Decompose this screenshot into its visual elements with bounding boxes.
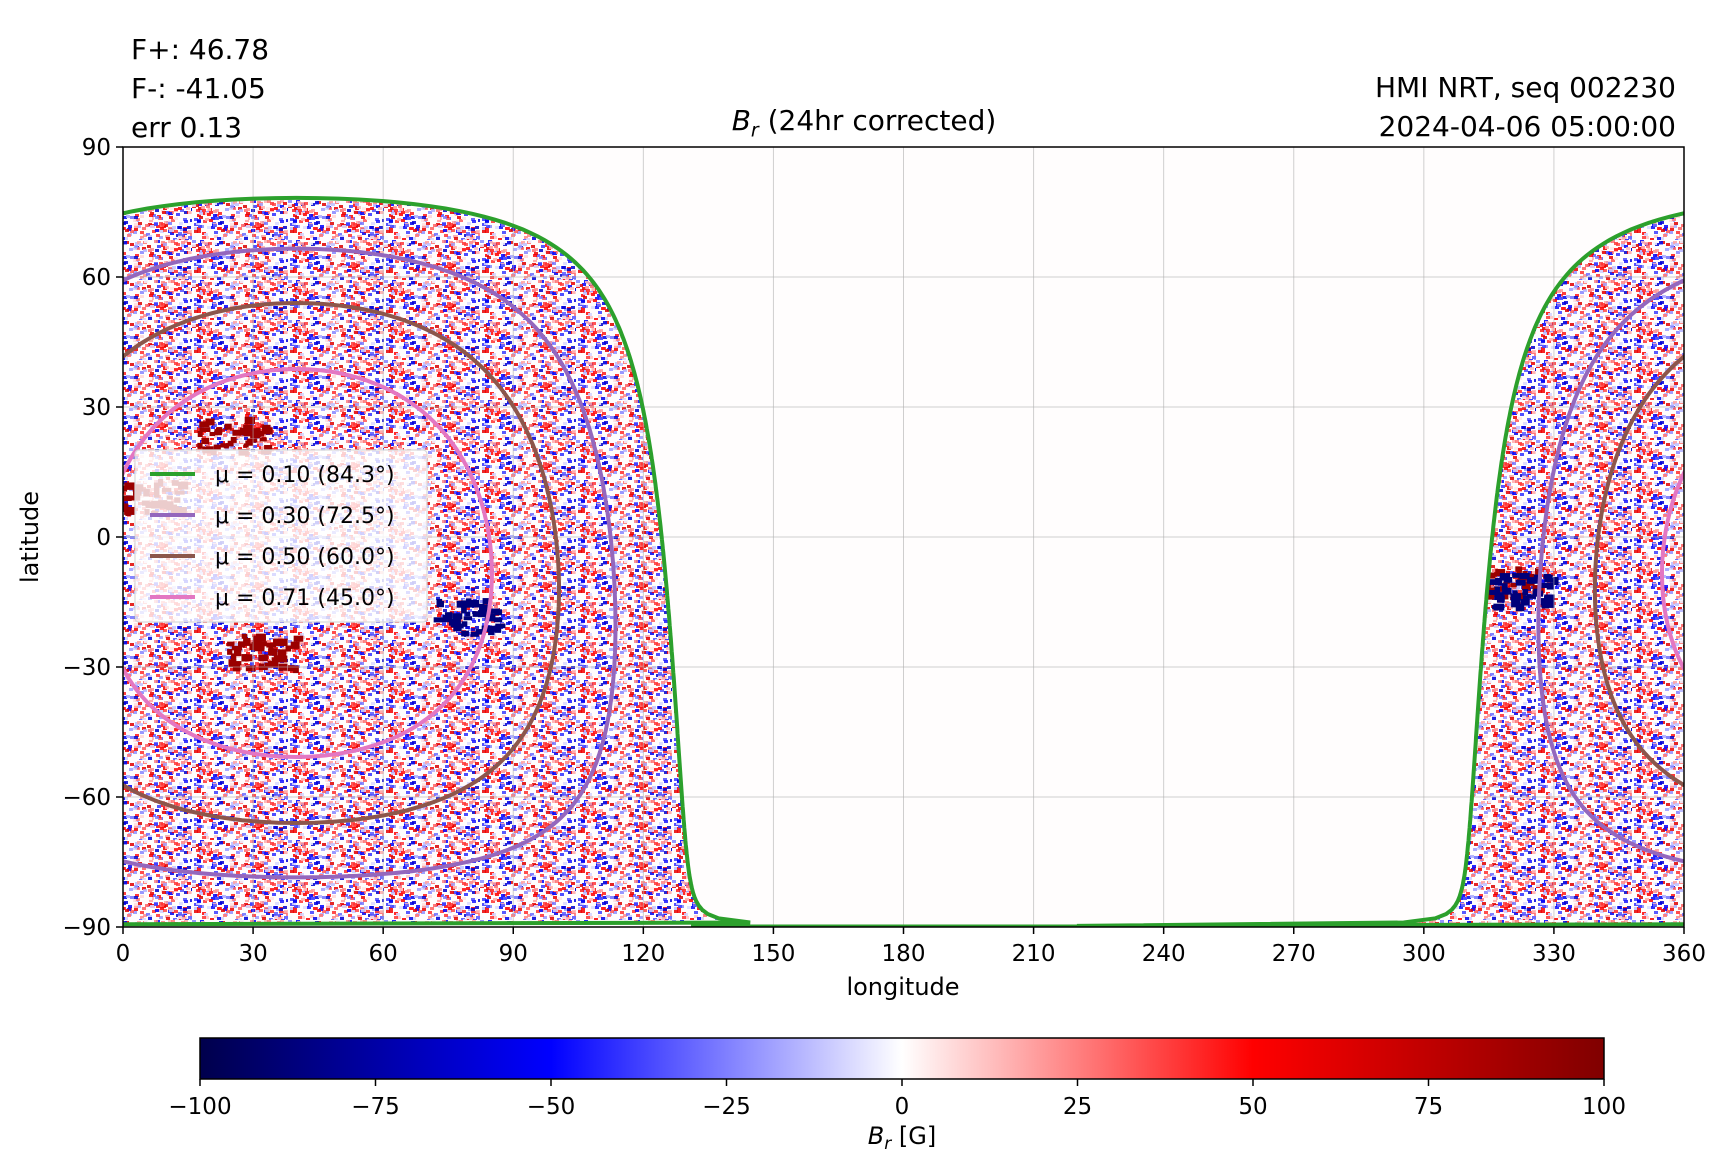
legend-label: μ = 0.10 (84.3°) bbox=[215, 463, 395, 488]
legend-label: μ = 0.50 (60.0°) bbox=[215, 545, 395, 570]
active-region bbox=[1486, 572, 1559, 612]
x-tick-label: 330 bbox=[1532, 941, 1576, 967]
chart-title: Br (24hr corrected) bbox=[0, 104, 1728, 142]
colorbar-tick-label: 50 bbox=[1238, 1094, 1267, 1120]
mu-contours bbox=[123, 195, 1684, 927]
colorbar-gradient bbox=[199, 1037, 1605, 1080]
mu-contour-2 bbox=[123, 300, 561, 826]
legend-box bbox=[134, 449, 428, 623]
flux-error: err 0.13 bbox=[131, 111, 243, 144]
y-tick-label: −60 bbox=[62, 785, 111, 811]
source-info: HMI NRT, seq 002230 2024-04-06 05:00:00 bbox=[1375, 68, 1676, 146]
legend: μ = 0.10 (84.3°) μ = 0.30 (72.5°) μ = 0.50… bbox=[134, 449, 428, 623]
title-subscript: r bbox=[750, 119, 759, 142]
y-axis-label: latitude bbox=[16, 491, 44, 583]
x-tick-label: 210 bbox=[1012, 941, 1056, 967]
legend-label: μ = 0.71 (45.0°) bbox=[215, 586, 395, 611]
title-text: (24hr corrected) bbox=[758, 104, 997, 137]
flux-stats: F+: 46.78 F-: -41.05 err 0.13 bbox=[131, 30, 269, 147]
y-tick-label: 60 bbox=[82, 265, 111, 291]
x-tick-label: 90 bbox=[499, 941, 528, 967]
colorbar: −100 −75 −50 −25 0 25 50 75 100 Br [G] bbox=[168, 1037, 1626, 1152]
mu-contour-1 bbox=[123, 246, 618, 880]
x-axis-label: longitude bbox=[846, 973, 959, 1001]
flux-negative: F-: -41.05 bbox=[131, 72, 266, 105]
y-tick-label: −90 bbox=[62, 915, 111, 941]
colorbar-tick-label: 75 bbox=[1414, 1094, 1443, 1120]
colorbar-tick-label: −50 bbox=[527, 1094, 576, 1120]
flux-positive: F+: 46.78 bbox=[131, 33, 270, 66]
y-axis-ticks: 90 60 30 0 −30 −60 −90 bbox=[62, 135, 123, 941]
active-region bbox=[227, 633, 304, 674]
colorbar-label: Br [G] bbox=[868, 1122, 936, 1152]
x-tick-label: 180 bbox=[882, 941, 926, 967]
grid-lines bbox=[123, 147, 1684, 927]
x-tick-label: 120 bbox=[621, 941, 665, 967]
x-tick-label: 150 bbox=[751, 941, 795, 967]
source-sequence: HMI NRT, seq 002230 bbox=[1374, 71, 1676, 104]
mu-contour-0 bbox=[123, 195, 751, 927]
title-symbol: B bbox=[731, 104, 751, 137]
colorbar-tick-label: −75 bbox=[351, 1094, 400, 1120]
y-tick-label: 30 bbox=[82, 395, 111, 421]
colorbar-tick-label: −100 bbox=[168, 1094, 231, 1120]
x-tick-label: 60 bbox=[369, 941, 398, 967]
legend-label: μ = 0.30 (72.5°) bbox=[215, 504, 395, 529]
y-tick-label: 0 bbox=[96, 525, 111, 551]
x-tick-label: 240 bbox=[1142, 941, 1186, 967]
colorbar-tick-label: 0 bbox=[895, 1094, 910, 1120]
x-tick-label: 360 bbox=[1662, 941, 1706, 967]
x-tick-label: 30 bbox=[238, 941, 267, 967]
colorbar-tick-label: 100 bbox=[1582, 1094, 1626, 1120]
mu-contour-2 bbox=[1592, 354, 1684, 788]
y-tick-label: −30 bbox=[62, 655, 111, 681]
x-axis-ticks: 0 30 60 90 120 150 180 210 240 270 300 330 360 bbox=[116, 927, 1706, 967]
colorbar-tick-label: 25 bbox=[1063, 1094, 1092, 1120]
x-tick-label: 270 bbox=[1272, 941, 1316, 967]
mu-contour-3 bbox=[123, 366, 494, 760]
x-tick-label: 0 bbox=[116, 941, 131, 967]
colorbar-tick-label: −25 bbox=[702, 1094, 751, 1120]
active-region bbox=[433, 598, 506, 637]
y-tick-label: 90 bbox=[82, 135, 111, 161]
mu-contour-3 bbox=[1660, 468, 1684, 673]
mu-contour-1 bbox=[1536, 278, 1684, 864]
mu-contour-0 bbox=[1076, 211, 1684, 927]
x-tick-label: 300 bbox=[1402, 941, 1446, 967]
source-timestamp: 2024-04-06 05:00:00 bbox=[1378, 110, 1676, 143]
